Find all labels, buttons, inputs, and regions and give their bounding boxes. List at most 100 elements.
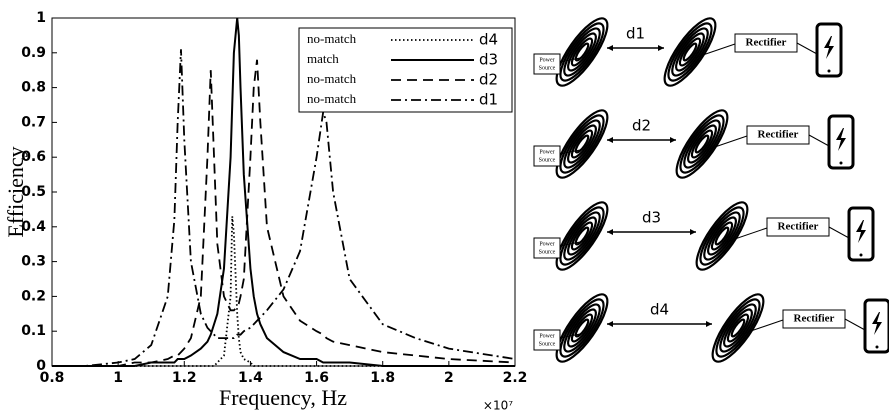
x-multiplier: ×10⁷ [483, 399, 513, 413]
distance-label: d1 [626, 25, 645, 43]
coil-turn [563, 27, 601, 77]
y-tick-label: 0.9 [21, 45, 46, 61]
wire [828, 226, 850, 239]
legend-label: d4 [479, 31, 498, 49]
lead [559, 333, 581, 339]
diagram-row: Power Source d1 Rectifier [533, 17, 843, 87]
rectifier-label: Rectifier [758, 129, 799, 141]
legend-box [298, 27, 513, 113]
coil-turn [567, 124, 597, 164]
legend-label: d2 [479, 71, 498, 89]
phone-button [859, 253, 863, 257]
y-tick-label: 0.7 [21, 114, 46, 130]
power-source-label: Power [539, 149, 554, 155]
diagram-row: Power Source d4 Rectifier [533, 293, 889, 363]
wire [808, 134, 830, 147]
power-source-label: Power [539, 333, 554, 339]
lead [559, 241, 581, 247]
coil-turn [682, 42, 698, 62]
wire [705, 135, 748, 151]
coil-turn [678, 37, 702, 67]
coil-turn [667, 22, 713, 82]
coil-turn [730, 318, 746, 338]
diagram-row: Power Source d2 Rectifier [533, 109, 855, 179]
y-tick-label: 0.1 [21, 323, 46, 339]
coil-turn [555, 293, 609, 363]
power-source-box [533, 237, 561, 259]
coil-turn [555, 201, 609, 271]
coil-turn [715, 298, 761, 358]
phone-button [875, 345, 879, 349]
power-source-box [533, 53, 561, 75]
bolt-icon [824, 36, 834, 59]
wire [741, 319, 784, 335]
y-tick-label: 0.6 [21, 149, 46, 165]
lead [559, 57, 581, 63]
distance-label: d2 [632, 117, 651, 135]
wire [844, 318, 866, 331]
coil-turn [559, 114, 605, 174]
y-tick-label: 0.8 [21, 80, 46, 96]
coil-turn [675, 32, 705, 72]
coil-turn [574, 42, 590, 62]
power-source-label: Source [539, 249, 556, 255]
arrow-head [607, 45, 664, 51]
coil-turn [690, 129, 714, 159]
coil-turn [567, 216, 597, 256]
legend-label: d3 [479, 51, 498, 69]
lead [559, 149, 581, 155]
x-tick-label: 1.4 [238, 370, 263, 386]
coil-turn [714, 226, 730, 246]
y-tick-label: 0 [36, 358, 46, 374]
x-tick-label: 1.6 [304, 370, 329, 386]
y-tick-label: 0.3 [21, 254, 46, 270]
coil-turn [570, 221, 594, 251]
power-source-label: Power [539, 57, 554, 63]
coil-turn [679, 114, 725, 174]
coil-turn [710, 221, 734, 251]
coil-turn [694, 134, 710, 154]
coil-turn [699, 206, 745, 266]
coil-turn [663, 17, 717, 87]
power-source-box [533, 329, 561, 351]
coil-turn [574, 226, 590, 246]
rectifier-label: Rectifier [794, 313, 835, 325]
x-tick-label: 1 [113, 370, 123, 386]
coil-turn [726, 313, 750, 343]
distance-label: d3 [642, 209, 661, 227]
coil-turn [711, 293, 765, 363]
power-source-label: Source [539, 65, 556, 71]
series-line [52, 216, 515, 367]
x-tick-label: 2 [444, 370, 454, 386]
rectifier-label: Rectifier [778, 221, 819, 233]
power-source-label: Power [539, 241, 554, 247]
coil-turn [559, 206, 605, 266]
wire [693, 43, 736, 59]
diagram-row: Power Source d3 Rectifier [533, 201, 875, 271]
coil-turn [567, 308, 597, 348]
bolt-icon [872, 312, 882, 335]
coil-turn [570, 129, 594, 159]
coil-turn [559, 298, 605, 358]
y-tick-label: 1 [36, 10, 46, 26]
coil-turn [555, 17, 609, 87]
bolt-icon [856, 220, 866, 243]
coil-turn [563, 303, 601, 353]
power-source-box [533, 145, 561, 167]
coil-turn [559, 22, 605, 82]
coil-turn [574, 134, 590, 154]
legend-match: match [307, 51, 339, 66]
legend-match: no-match [307, 71, 357, 86]
wire [796, 42, 818, 55]
coil-turn [723, 308, 753, 348]
series-line [52, 17, 515, 367]
coil-turn [567, 32, 597, 72]
phone-button [839, 161, 843, 165]
x-tick-label: 0.8 [40, 370, 65, 386]
coil-turn [687, 124, 717, 164]
power-source-label: Source [539, 341, 556, 347]
coil-turn [675, 109, 729, 179]
x-tick-label: 1.2 [172, 370, 197, 386]
coil-turn [563, 119, 601, 169]
